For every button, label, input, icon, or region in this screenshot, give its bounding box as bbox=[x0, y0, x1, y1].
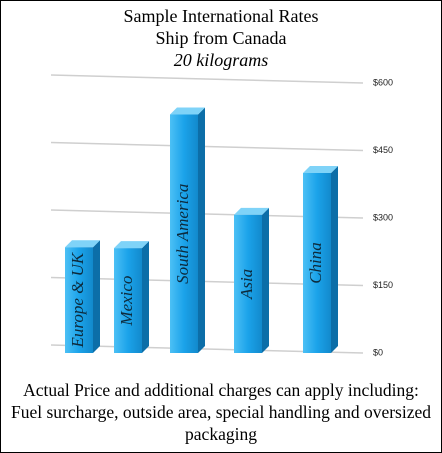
annotation: Actual Price and additional charges can … bbox=[10, 380, 432, 444]
bar: Asia bbox=[234, 207, 269, 353]
category-label: Mexico bbox=[117, 276, 136, 327]
bar-front bbox=[234, 214, 262, 353]
y-tick-label: $450 bbox=[373, 145, 393, 155]
bar-side bbox=[93, 240, 100, 353]
bar-side bbox=[331, 166, 338, 353]
chart-title: Sample International Rates bbox=[124, 6, 319, 26]
category-label: Europe & UK bbox=[68, 251, 87, 348]
bar-top bbox=[303, 166, 338, 173]
y-tick-label: $150 bbox=[373, 280, 393, 290]
bar-front bbox=[303, 173, 331, 353]
y-tick-label: $0 bbox=[373, 347, 383, 357]
bar: China bbox=[303, 166, 338, 353]
bar: Europe & UK bbox=[65, 240, 100, 353]
category-label: South America bbox=[173, 184, 192, 284]
bar-top bbox=[65, 240, 100, 248]
bar-front bbox=[170, 114, 198, 353]
y-tick-label: $300 bbox=[373, 212, 393, 222]
bar-top bbox=[114, 241, 149, 249]
y-tick-label: $600 bbox=[373, 77, 393, 87]
bar-side bbox=[142, 241, 149, 353]
bar: Mexico bbox=[114, 241, 149, 353]
bar-side bbox=[262, 207, 269, 353]
bar: South America bbox=[170, 107, 205, 353]
bar-front bbox=[65, 247, 93, 353]
bar-front bbox=[114, 248, 142, 353]
grid-line bbox=[50, 141, 364, 152]
bar-top bbox=[234, 207, 269, 215]
chart-subtitle: Ship from Canada bbox=[156, 28, 287, 48]
bar-side bbox=[198, 107, 205, 353]
category-label: China bbox=[306, 242, 325, 284]
bar-top bbox=[170, 107, 205, 115]
category-label: Asia bbox=[237, 269, 256, 300]
grid-line bbox=[50, 74, 364, 84]
weight-label: 20 kilograms bbox=[174, 50, 269, 70]
